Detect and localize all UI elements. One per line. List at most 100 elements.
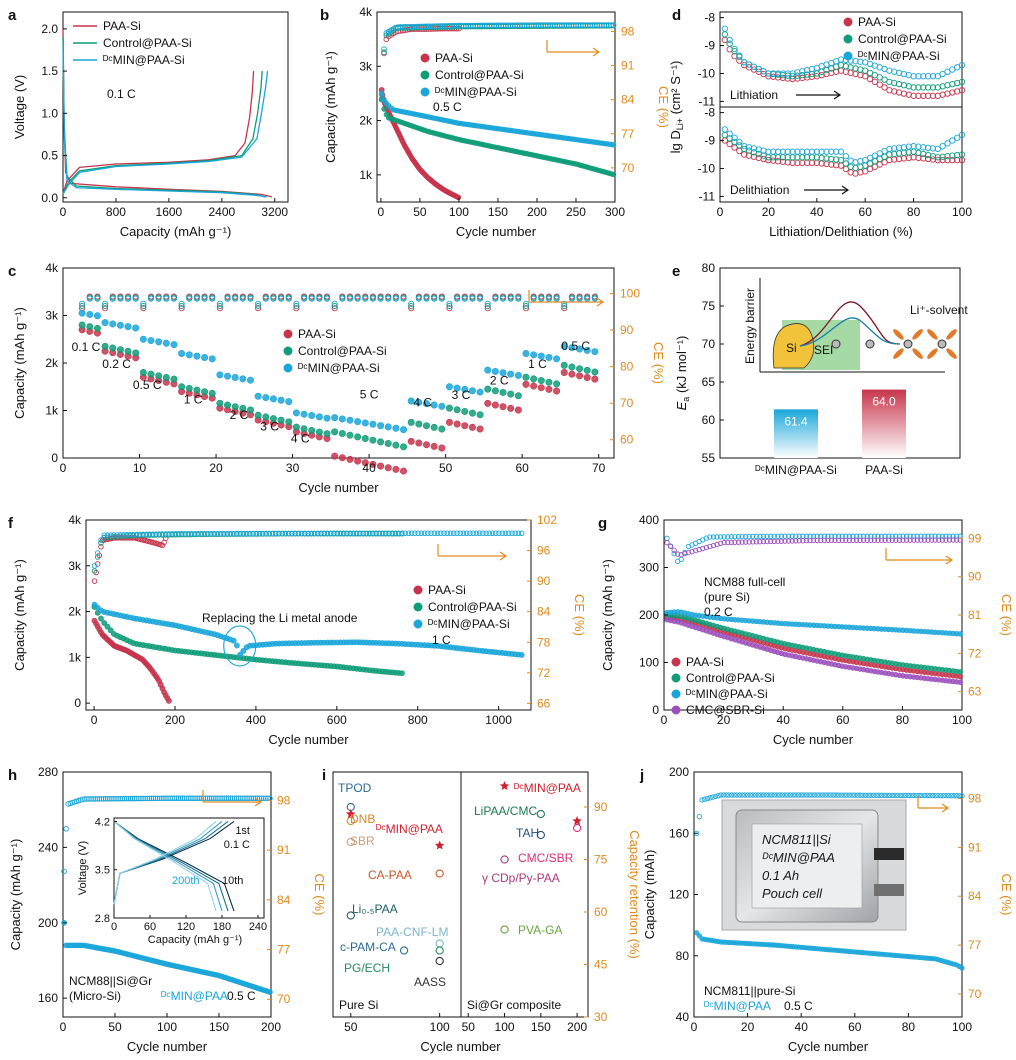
- panel-c-capacity-point: [583, 373, 591, 381]
- panel-h-rate-note: 0.5 C: [227, 989, 256, 1003]
- panel-c-capacity-point: [308, 426, 316, 434]
- panel-f-ce-point: [292, 530, 298, 537]
- panel-h-legend-label: ᴰᶜMIN@PAA: [161, 989, 228, 1003]
- panel-c-capacity-point: [315, 413, 323, 421]
- panel-c-legend-marker: [283, 346, 293, 356]
- panel-f-ce-point: [470, 530, 476, 536]
- panel-j-ce-point: [702, 796, 708, 802]
- panel-c-capacity-point: [545, 353, 553, 361]
- panel-c-capacity-point: [377, 462, 385, 470]
- panel-c-capacity-point: [537, 352, 545, 360]
- panel-d-delithiation-point: [803, 148, 811, 155]
- panel-c-capacity-point: [568, 370, 576, 378]
- panel-f-ce-point: [311, 530, 318, 537]
- panel-d-delithiation-point: [818, 148, 825, 155]
- panel-d-legend-marker: [843, 17, 853, 27]
- panel-g-ce-point: [932, 533, 938, 539]
- panel-f-ce-point: [117, 532, 124, 538]
- panel-i-left-circle-marker: [346, 911, 355, 920]
- panel-c-capacity-point: [560, 368, 568, 376]
- panel-g-y2-axis-label: CE (%): [999, 594, 1014, 636]
- panel-d-bottom-ytick-label: -11: [699, 189, 716, 203]
- panel-f-ce-point: [217, 530, 224, 537]
- panel-f-ce-point: [454, 530, 460, 536]
- panel-f-ce-point: [402, 530, 408, 536]
- panel-c-capacity-point: [568, 363, 576, 371]
- panel-h-inset-xtick-label: 240: [249, 921, 267, 933]
- panel-c-capacity-point: [438, 444, 446, 452]
- panel-f-capacity-point: [240, 648, 247, 654]
- panel-b-right-ytick-label: 77: [621, 127, 635, 141]
- panel-d-legend-label: ᴰᶜMIN@PAA-Si: [858, 49, 940, 63]
- panel-c-capacity-point: [392, 424, 400, 432]
- panel-c-ce-point: [484, 300, 491, 307]
- panel-d-legend-marker: [843, 34, 853, 44]
- panel-j-xtick-label: 40: [795, 1020, 809, 1034]
- panel-c-capacity-point: [361, 419, 369, 427]
- panel-d-xtick-label: 80: [907, 205, 921, 219]
- panel-j-ce-point: [937, 792, 944, 799]
- panel-c-ce-point: [385, 295, 392, 302]
- panel-c-capacity-point: [292, 423, 300, 431]
- panel-g-ce-point: [678, 556, 684, 562]
- panel-h-inset-xtick-label: 0: [111, 921, 117, 933]
- panel-c-capacity-point: [262, 394, 270, 402]
- panel-c-capacity-point: [591, 348, 599, 356]
- panel-i-x-axis-label: Cycle number: [420, 1039, 501, 1054]
- panel-h-y2-axis-label: CE (%): [312, 874, 327, 916]
- panel-j-ce-point: [852, 792, 858, 798]
- panel-d-lithiation-point: [915, 73, 922, 80]
- panel-j-ce-point: [873, 792, 879, 798]
- panel-j-ce-point: [718, 792, 724, 798]
- panel-g-ce-point: [728, 539, 734, 546]
- panel-c-capacity-point: [400, 426, 408, 434]
- panel-c-rate-label: 0.5 C: [561, 339, 590, 353]
- panel-a-xtick-label: 3200: [261, 205, 288, 219]
- panel-j-right-ytick-label: 70: [968, 987, 982, 1001]
- panel-f-ce-point: [353, 530, 360, 536]
- panel-j-ytick-label: 40: [676, 1010, 690, 1024]
- panel-f-ce-point: [124, 532, 130, 538]
- panel-g-ce-point: [857, 537, 863, 543]
- panel-j-ce-point: [723, 792, 729, 798]
- panel-c-ce-point: [216, 305, 223, 312]
- panel-g-legend-label: ᴰᶜMIN@PAA-Si: [686, 687, 768, 701]
- panel-b-capacity-point: [610, 171, 617, 178]
- panel-f-legend-label: PAA-Si: [428, 583, 466, 597]
- panel-c-ce-point: [454, 295, 461, 302]
- panel-d-xtick-label: 20: [762, 205, 776, 219]
- panel-j-ce-point: [841, 792, 847, 798]
- panel-i-left-circle-marker: [435, 869, 444, 878]
- panel-c-ce-point: [331, 305, 338, 312]
- panel-c-capacity-point: [101, 319, 109, 327]
- panel-c-ce-point: [561, 300, 568, 307]
- panel-f-capacity-point: [230, 637, 237, 644]
- panel-c-capacity-point: [514, 371, 522, 379]
- panel-h-ytick-label: 200: [38, 916, 58, 930]
- panel-g-xtick-label: 20: [717, 713, 731, 727]
- panel-j-ce-point: [752, 792, 759, 798]
- panel-f-ce-point: [376, 530, 383, 536]
- panel-i-left-star-marker: [346, 809, 356, 818]
- panel-g-xtick-label: 100: [952, 713, 972, 727]
- panel-j-ce-point: [932, 792, 938, 799]
- panel-f-ce-point: [205, 530, 211, 537]
- panel-d-xtick-label: 0: [717, 205, 724, 219]
- panel-f-capacity-point: [166, 697, 172, 704]
- panel-g-ce-point: [725, 539, 731, 546]
- panel-d-delithiation-point: [934, 145, 941, 153]
- panel-d-lithiation-point: [857, 58, 864, 65]
- panel-f-ytick-label: 3k: [68, 559, 82, 573]
- panel-h-inset-x-axis-label: Capacity (mAh g⁻¹): [148, 934, 242, 946]
- panel-d-lithiation-point: [915, 84, 922, 91]
- panel-a-xtick-label: 2400: [208, 205, 235, 219]
- panel-i-point-label: SBR: [350, 834, 375, 848]
- panel-h-inset-ytick-label: 4.2: [95, 816, 110, 828]
- panel-c-ce-point: [140, 300, 147, 307]
- panel-c-capacity-point: [246, 376, 254, 384]
- panel-j-ce-point: [838, 792, 845, 798]
- panel-g-capacity-point: [957, 631, 963, 637]
- panel-f-ce-point: [450, 530, 457, 536]
- panel-j-ce-point: [787, 792, 794, 798]
- panel-g-ce-point: [943, 533, 949, 539]
